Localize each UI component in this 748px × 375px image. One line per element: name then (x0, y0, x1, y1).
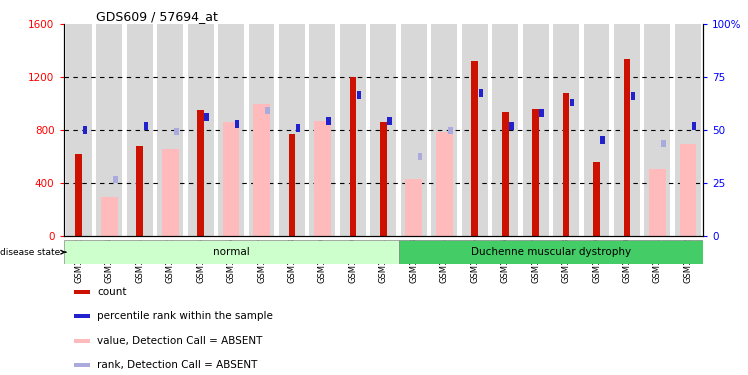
Bar (197, 111, 204, 236)
Bar (340, 24, 366, 236)
Bar (614, 24, 640, 236)
FancyBboxPatch shape (73, 339, 90, 343)
Text: Duchenne muscular dystrophy: Duchenne muscular dystrophy (470, 247, 631, 257)
Bar (462, 24, 488, 236)
Bar (692, 122, 696, 130)
Bar (357, 91, 361, 99)
Bar (66, 24, 92, 236)
Bar (471, 62, 478, 236)
Bar (405, 179, 422, 236)
Bar (479, 89, 483, 97)
Bar (64, 240, 399, 264)
Bar (593, 162, 600, 236)
Text: percentile rank within the sample: percentile rank within the sample (97, 311, 273, 321)
Bar (218, 24, 244, 236)
Bar (136, 146, 143, 236)
Bar (502, 112, 509, 236)
Bar (583, 24, 610, 236)
Bar (349, 77, 356, 236)
Bar (326, 117, 331, 125)
Bar (448, 127, 453, 134)
Text: value, Detection Call = ABSENT: value, Detection Call = ABSENT (97, 336, 263, 346)
FancyBboxPatch shape (73, 290, 90, 294)
Bar (570, 99, 574, 106)
Bar (174, 128, 179, 135)
FancyBboxPatch shape (73, 314, 90, 318)
Bar (314, 121, 331, 236)
Bar (387, 117, 392, 125)
Bar (96, 24, 122, 236)
Bar (553, 24, 579, 236)
Bar (289, 134, 295, 236)
Bar (436, 132, 453, 236)
Bar (661, 140, 666, 147)
Bar (126, 24, 153, 236)
Bar (144, 122, 148, 130)
Bar (248, 24, 275, 236)
Bar (509, 122, 514, 130)
Bar (679, 144, 696, 236)
Bar (533, 109, 539, 236)
Text: disease state: disease state (0, 248, 66, 256)
Bar (401, 24, 427, 236)
Bar (223, 122, 239, 236)
Bar (370, 24, 396, 236)
Bar (82, 126, 88, 134)
Bar (279, 24, 305, 236)
Bar (253, 104, 270, 236)
Bar (645, 24, 670, 236)
Bar (562, 93, 569, 236)
Bar (492, 24, 518, 236)
Bar (432, 24, 457, 236)
Bar (631, 92, 635, 100)
Bar (539, 109, 544, 117)
Text: GDS609 / 57694_at: GDS609 / 57694_at (96, 10, 218, 23)
Bar (310, 24, 335, 236)
Bar (649, 169, 666, 236)
Bar (399, 240, 703, 264)
Bar (76, 154, 82, 236)
Text: count: count (97, 287, 126, 297)
Bar (380, 122, 387, 236)
Bar (675, 24, 701, 236)
Bar (101, 196, 117, 236)
Bar (295, 124, 301, 132)
Bar (113, 176, 117, 183)
Bar (601, 136, 605, 144)
Bar (204, 113, 209, 121)
Bar (266, 107, 270, 114)
Bar (624, 59, 631, 236)
Bar (162, 149, 179, 236)
Bar (157, 24, 183, 236)
Bar (188, 24, 214, 236)
FancyBboxPatch shape (73, 363, 90, 367)
Text: normal: normal (212, 247, 249, 257)
Bar (235, 120, 239, 128)
Text: rank, Detection Call = ABSENT: rank, Detection Call = ABSENT (97, 360, 257, 370)
Bar (523, 24, 548, 236)
Bar (417, 153, 422, 160)
